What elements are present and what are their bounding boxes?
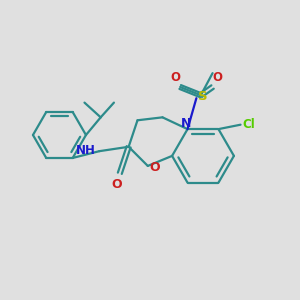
- Text: N: N: [181, 117, 191, 130]
- Text: Cl: Cl: [242, 118, 255, 131]
- Text: O: O: [112, 178, 122, 191]
- Text: O: O: [170, 71, 180, 84]
- Text: S: S: [198, 90, 208, 103]
- Text: O: O: [149, 161, 160, 174]
- Text: NH: NH: [76, 144, 96, 157]
- Text: O: O: [213, 71, 223, 84]
